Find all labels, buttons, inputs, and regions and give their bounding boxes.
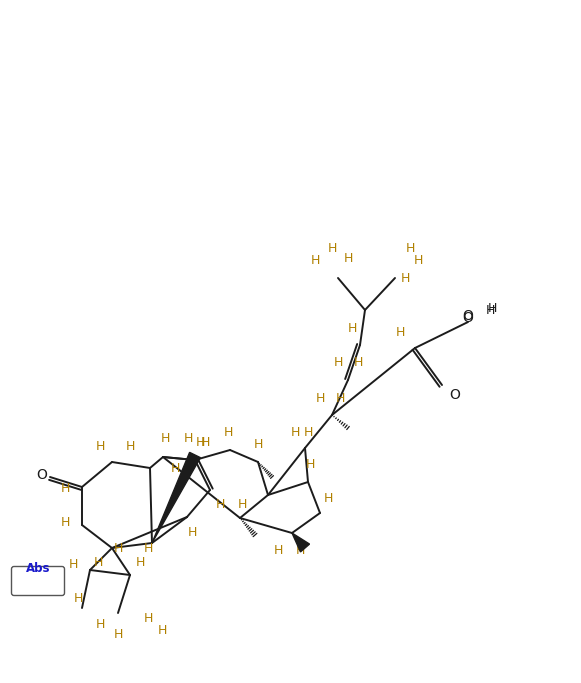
Text: H: H: [303, 426, 313, 438]
Text: H: H: [400, 272, 410, 285]
Text: H: H: [95, 619, 105, 632]
Text: H: H: [125, 441, 135, 454]
Text: H: H: [295, 544, 304, 557]
Polygon shape: [292, 533, 310, 552]
Text: H: H: [60, 516, 70, 529]
Text: H: H: [323, 492, 333, 505]
Text: H: H: [160, 432, 170, 445]
Text: H: H: [406, 242, 415, 255]
Text: H: H: [135, 555, 145, 568]
Text: Abs: Abs: [26, 561, 50, 574]
Text: H: H: [69, 559, 78, 572]
Text: O: O: [450, 388, 460, 402]
Text: H: H: [487, 301, 497, 314]
Text: H: H: [200, 436, 210, 449]
Text: H: H: [113, 628, 123, 641]
Text: O: O: [462, 309, 474, 323]
Text: H: H: [335, 391, 345, 404]
Text: H: H: [253, 438, 263, 451]
Text: H: H: [73, 591, 83, 604]
Text: H: H: [223, 426, 232, 438]
Text: H: H: [144, 542, 153, 555]
Text: H: H: [310, 253, 320, 266]
Text: H: H: [60, 482, 70, 494]
Text: H: H: [157, 624, 167, 637]
Text: H: H: [343, 251, 353, 264]
Text: H: H: [216, 499, 225, 512]
Text: H: H: [347, 322, 357, 335]
Text: H: H: [273, 544, 283, 557]
Text: H: H: [195, 436, 205, 449]
Text: H: H: [184, 432, 193, 445]
Text: H: H: [485, 303, 494, 316]
Text: H: H: [395, 326, 405, 339]
Text: O: O: [462, 311, 474, 325]
FancyBboxPatch shape: [12, 566, 64, 596]
Text: H: H: [327, 242, 336, 255]
Text: H: H: [170, 462, 180, 475]
Text: H: H: [315, 391, 325, 404]
Text: H: H: [237, 499, 247, 512]
Text: H: H: [413, 253, 423, 266]
Text: H: H: [305, 458, 315, 471]
Text: H: H: [187, 525, 197, 538]
Text: H: H: [353, 355, 363, 369]
Text: H: H: [333, 355, 343, 369]
Text: H: H: [144, 611, 153, 624]
Text: H: H: [95, 441, 105, 454]
Text: H: H: [113, 542, 123, 555]
Text: O: O: [37, 468, 48, 482]
Text: H: H: [94, 555, 103, 568]
Text: H: H: [290, 426, 300, 438]
Polygon shape: [152, 452, 200, 543]
